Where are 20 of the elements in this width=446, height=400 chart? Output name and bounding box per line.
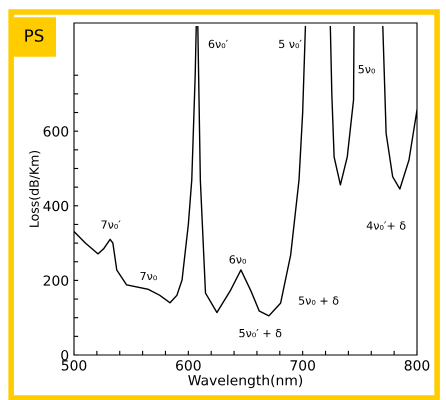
y-tick-label: 0 bbox=[61, 350, 68, 360]
annotation: 7ν₀′ bbox=[101, 220, 121, 229]
annotation: 5ν₀ bbox=[358, 65, 376, 74]
x-axis-title: Wavelength(nm) bbox=[188, 374, 302, 388]
y-tick-label: 400 bbox=[43, 200, 68, 212]
annotation: 5ν₀ + δ bbox=[298, 296, 338, 305]
annotation: 7ν₀ bbox=[140, 272, 157, 280]
x-tick-label: 800 bbox=[404, 360, 430, 371]
y-tick-label: 200 bbox=[44, 275, 68, 286]
y-axis-title: Loss(dB/Km) bbox=[29, 150, 40, 227]
text: PS bbox=[25, 29, 44, 42]
annotation: 5ν₀′ + δ bbox=[239, 328, 282, 338]
annotation: 5 ν₀′ bbox=[279, 40, 302, 48]
x-tick-label: 500 bbox=[62, 360, 86, 371]
annotation: 6ν₀ bbox=[230, 255, 246, 264]
x-tick-label: 700 bbox=[290, 360, 315, 371]
y-tick-label: 600 bbox=[44, 126, 68, 137]
x-tick-label: 600 bbox=[176, 360, 201, 371]
annotation: 6ν₀′ bbox=[208, 40, 228, 48]
annotation: 4ν₀′+ δ bbox=[366, 221, 406, 230]
